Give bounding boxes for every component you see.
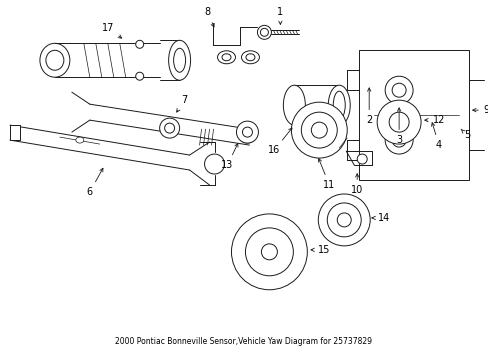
Circle shape: [391, 133, 405, 147]
Circle shape: [291, 102, 346, 158]
Ellipse shape: [241, 51, 259, 64]
Text: 9: 9: [472, 105, 488, 115]
Ellipse shape: [453, 111, 467, 129]
Circle shape: [311, 122, 326, 138]
Circle shape: [231, 214, 306, 290]
Text: 1: 1: [277, 7, 283, 24]
Ellipse shape: [40, 43, 70, 77]
Circle shape: [236, 121, 258, 143]
Ellipse shape: [173, 48, 185, 72]
Ellipse shape: [457, 115, 464, 125]
Ellipse shape: [333, 91, 345, 119]
Circle shape: [242, 127, 252, 137]
Ellipse shape: [164, 123, 174, 133]
Circle shape: [261, 244, 277, 260]
Ellipse shape: [76, 137, 83, 143]
Text: 11: 11: [318, 158, 335, 190]
Ellipse shape: [362, 66, 375, 84]
Text: 17: 17: [102, 23, 122, 38]
Circle shape: [385, 76, 412, 104]
Circle shape: [388, 112, 408, 132]
Ellipse shape: [46, 50, 64, 70]
Ellipse shape: [391, 86, 405, 104]
Ellipse shape: [159, 118, 179, 138]
Circle shape: [337, 213, 350, 227]
Text: 2000 Pontiac Bonneville Sensor,Vehicle Yaw Diagram for 25737829: 2000 Pontiac Bonneville Sensor,Vehicle Y…: [115, 337, 371, 346]
Circle shape: [204, 154, 224, 174]
Text: 12: 12: [424, 115, 444, 125]
Text: 15: 15: [310, 245, 330, 255]
Text: 13: 13: [221, 143, 238, 170]
Ellipse shape: [245, 54, 254, 61]
Bar: [10, 125, 20, 140]
Circle shape: [326, 203, 361, 237]
Ellipse shape: [423, 101, 437, 119]
Text: 16: 16: [268, 128, 291, 155]
Circle shape: [357, 154, 366, 164]
Ellipse shape: [395, 90, 402, 100]
Ellipse shape: [427, 105, 434, 115]
Ellipse shape: [365, 70, 372, 80]
Circle shape: [391, 83, 405, 97]
Text: 2: 2: [366, 88, 371, 125]
Circle shape: [245, 228, 293, 276]
Ellipse shape: [217, 51, 235, 64]
Text: 4: 4: [430, 123, 441, 150]
Ellipse shape: [238, 125, 256, 143]
Ellipse shape: [222, 54, 230, 61]
Circle shape: [301, 112, 337, 148]
Text: 3: 3: [395, 108, 401, 145]
Circle shape: [385, 126, 412, 154]
Circle shape: [318, 194, 369, 246]
Circle shape: [136, 40, 143, 48]
Text: 5: 5: [460, 129, 469, 140]
Text: 14: 14: [371, 213, 389, 223]
Text: 10: 10: [350, 174, 363, 195]
Ellipse shape: [168, 40, 190, 80]
Ellipse shape: [327, 85, 349, 125]
Text: 6: 6: [86, 168, 103, 197]
Circle shape: [260, 28, 268, 36]
Bar: [359, 50, 468, 180]
Circle shape: [376, 100, 420, 144]
Circle shape: [136, 72, 143, 80]
Text: 8: 8: [204, 7, 214, 27]
Text: 7: 7: [176, 95, 187, 112]
Ellipse shape: [283, 85, 305, 125]
Ellipse shape: [242, 129, 252, 139]
Circle shape: [257, 25, 271, 39]
